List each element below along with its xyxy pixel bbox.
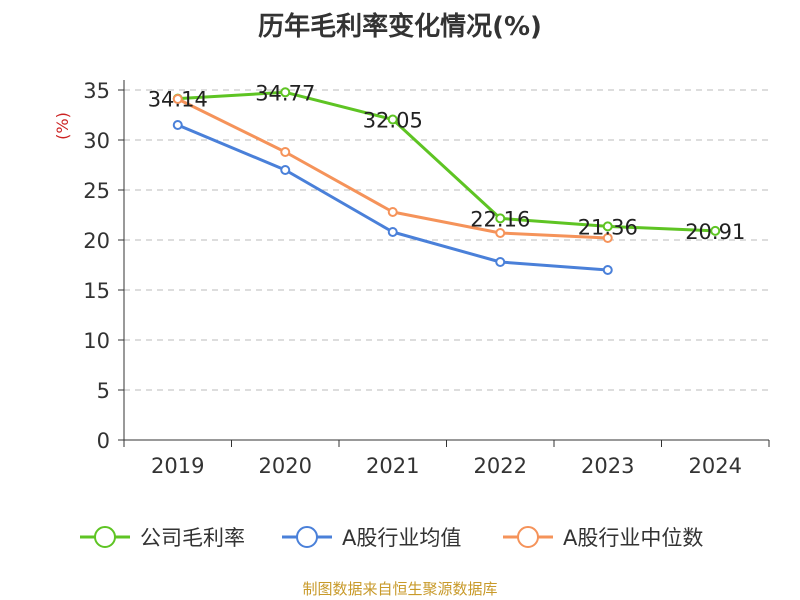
chart-title: 历年毛利率变化情况(%) [258,12,542,42]
legend-marker [296,526,318,548]
data-point[interactable] [172,120,183,130]
y-axis-title: (%) [53,112,72,140]
grid-lines [124,89,769,391]
x-tick-label: 2020 [259,454,312,478]
data-point[interactable] [387,207,398,217]
series-lines [172,87,721,275]
y-tick-label: 30 [83,129,110,153]
x-tick-label: 2021 [366,454,419,478]
x-tick-label: 2022 [474,454,527,478]
x-tick-label: 2024 [689,454,742,478]
data-labels: 34.14 34.77 32.05 22.16 21.36 20.91 [148,81,746,244]
data-label: 34.14 [148,88,208,112]
data-point[interactable] [495,228,506,238]
data-label: 21.36 [578,215,638,239]
y-tick-label: 10 [83,329,110,353]
legend-label: 公司毛利率 [140,526,245,550]
data-point[interactable] [602,265,613,275]
legend[interactable]: 公司毛利率 A股行业均值 A股行业中位数 [80,526,703,550]
data-point[interactable] [602,233,613,243]
data-point[interactable] [280,147,291,157]
legend-item[interactable]: 公司毛利率 [80,526,245,550]
data-point[interactable] [172,94,183,104]
series-line [177,90,716,233]
y-tick-label: 35 [83,79,110,103]
data-point[interactable] [495,257,506,267]
data-point[interactable] [387,114,398,125]
legend-label: A股行业均值 [342,526,461,550]
data-point[interactable] [387,227,398,237]
data-point[interactable] [280,87,291,98]
y-tick-label: 25 [83,179,110,203]
data-point[interactable] [495,213,506,224]
legend-item[interactable]: A股行业均值 [282,526,461,550]
y-tick-label: 20 [83,229,110,253]
data-point[interactable] [602,221,613,232]
data-label: 34.77 [255,81,315,105]
legend-label: A股行业中位数 [563,526,703,550]
data-label: 20.91 [685,220,745,244]
data-point[interactable] [710,225,721,236]
legend-marker [517,526,539,548]
legend-item[interactable]: A股行业中位数 [503,526,703,550]
y-tick-label: 5 [97,379,110,403]
y-tick-label: 0 [97,429,110,453]
source-note: 制图数据来自恒生聚源数据库 [302,580,498,598]
data-point[interactable] [280,165,291,175]
series-line [177,123,608,272]
data-label: 32.05 [363,109,423,133]
axes: (%) 0 5 10 15 20 25 30 35 2019 2020 2021 2022 2023 20… [53,79,770,478]
y-tick-label: 15 [83,279,110,303]
data-label: 22.16 [470,207,530,231]
x-tick-label: 2023 [581,454,634,478]
x-tick-label: 2019 [151,454,204,478]
legend-marker [94,526,116,548]
